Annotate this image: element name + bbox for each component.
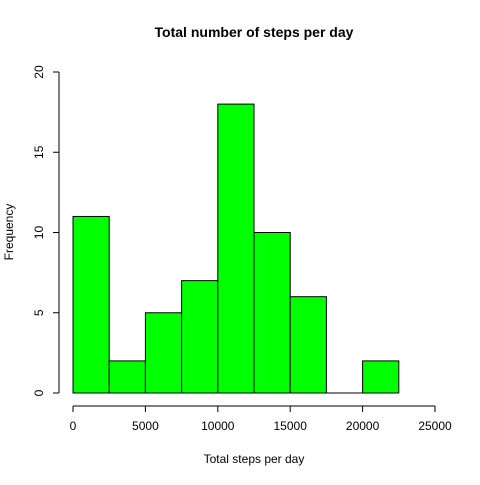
histogram-bar — [253, 232, 291, 394]
histogram-bar — [144, 312, 183, 394]
chart-title: Total number of steps per day — [155, 24, 354, 40]
x-tick-label: 10000 — [201, 419, 235, 433]
y-tick-label: 10 — [32, 226, 46, 240]
y-tick-label: 0 — [32, 389, 46, 396]
histogram-bar — [181, 280, 219, 394]
bars-group — [72, 103, 400, 394]
histogram-bar — [217, 103, 255, 394]
y-tick-label: 5 — [32, 309, 46, 316]
x-tick-label: 20000 — [346, 419, 380, 433]
x-axis: 0 5000 10000 15000 20000 25000 — [70, 405, 452, 433]
x-axis-label: Total steps per day — [204, 452, 305, 466]
y-axis-label: Frequency — [2, 204, 16, 261]
y-axis: 0 5 10 15 20 — [32, 65, 60, 396]
histogram-bar — [289, 296, 327, 394]
y-tick-label: 15 — [32, 145, 46, 159]
x-tick-label: 25000 — [418, 419, 452, 433]
x-tick-label: 5000 — [132, 419, 159, 433]
x-tick-label: 15000 — [274, 419, 308, 433]
histogram-bar — [362, 360, 400, 394]
histogram-bar — [108, 360, 146, 394]
x-tick-label: 0 — [70, 419, 77, 433]
histogram-bar — [72, 215, 110, 394]
y-tick-label: 20 — [32, 65, 46, 79]
